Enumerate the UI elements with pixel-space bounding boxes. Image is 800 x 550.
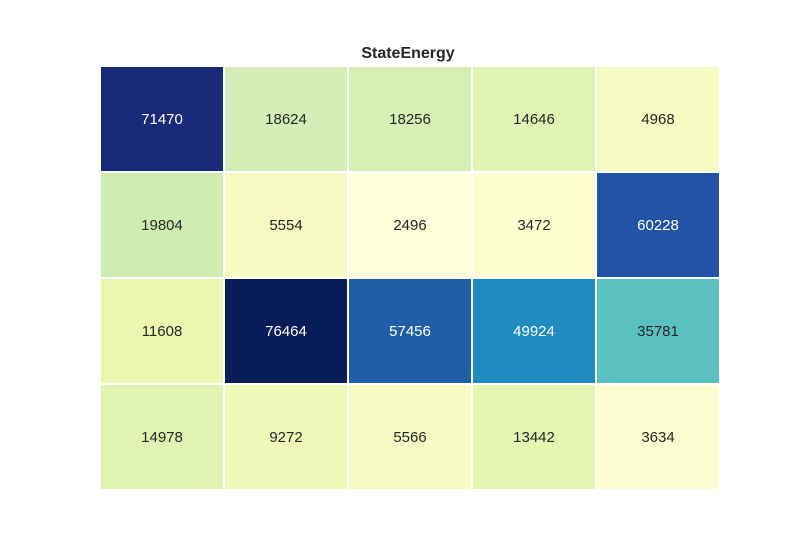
cell-value-label-r2-c0: 11608 [142,323,183,340]
cell-value-label-r2-c1: 76464 [265,323,307,340]
heatmap-labels: 71470 18624 18256 14646 4968 19804 5554 2496 347… [141,111,679,446]
cell-value-label-r3-c1: 9272 [269,429,302,446]
heatmap-cell-r3-c4 [595,383,721,491]
heatmap-cell-r2-c3 [471,277,597,385]
cell-value-label-r1-c4: 60228 [637,217,679,234]
cell-value-label-r3-c4: 3634 [641,429,674,446]
cell-value-label-r0-c2: 18256 [389,111,431,128]
heatmap-cell-r0-c0 [99,65,225,173]
heatmap-cell-r0-c2 [347,65,473,173]
cell-value-label-r1-c3: 3472 [517,217,550,234]
heatmap-cell-r1-c4 [595,171,721,279]
chart-title: StateEnergy [361,45,454,62]
cell-value-label-r3-c2: 5566 [393,429,426,446]
cell-value-label-r2-c3: 49924 [513,323,555,340]
heatmap-cell-r0-c1 [223,65,349,173]
heatmap-cell-r3-c0 [99,383,225,491]
heatmap-cell-r3-c2 [347,383,473,491]
cell-value-label-r1-c2: 2496 [393,217,426,234]
cell-value-label-r0-c1: 18624 [265,111,307,128]
cell-value-label-r3-c3: 13442 [513,429,555,446]
heatmap-cell-r3-c1 [223,383,349,491]
heatmap-cell-r1-c2 [347,171,473,279]
cell-value-label-r3-c0: 14978 [141,429,183,446]
heatmap-cells [99,65,721,491]
heatmap-cell-r2-c1 [223,277,349,385]
heatmap-cell-r3-c3 [471,383,597,491]
cell-value-label-r0-c3: 14646 [513,111,555,128]
cell-value-label-r0-c0: 71470 [141,111,183,128]
cell-value-label-r2-c2: 57456 [389,323,431,340]
cell-value-label-r1-c1: 5554 [269,217,302,234]
cell-value-label-r0-c4: 4968 [641,111,674,128]
cell-value-label-r1-c0: 19804 [141,217,183,234]
heatmap-cell-r1-c0 [99,171,225,279]
cell-value-label-r2-c4: 35781 [637,323,679,340]
